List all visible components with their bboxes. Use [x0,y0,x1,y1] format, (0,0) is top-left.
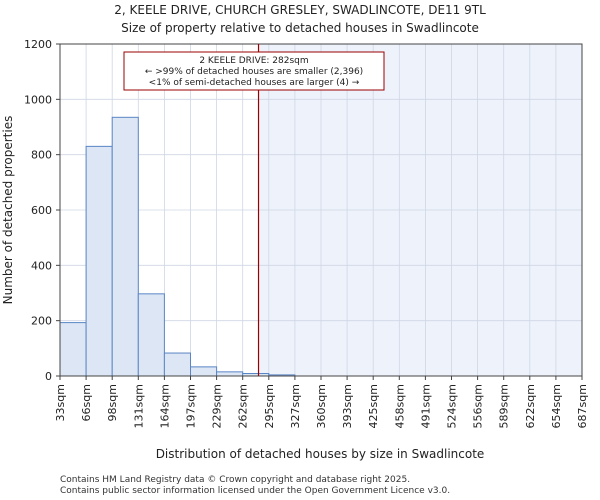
x-tick-label: 524sqm [446,384,459,428]
y-tick-label: 800 [31,149,52,162]
annotation-line: ← >99% of detached houses are smaller (2… [145,67,363,77]
marker-layer: 2 KEELE DRIVE: 282sqm← >99% of detached … [123,44,385,376]
annotation-box [123,51,385,91]
x-tick-label: 491sqm [419,384,432,428]
x-tick-label: 197sqm [185,384,198,428]
y-axis-label: Number of detached properties [1,116,15,305]
chart-title: 2, KEELE DRIVE, CHURCH GRESLEY, SWADLINC… [114,3,486,17]
x-tick-label: 654sqm [550,384,563,428]
y-tick-label: 0 [45,370,52,383]
bar [190,366,218,377]
y-tick-label: 400 [31,259,52,272]
axis-layer: 0 200 400 600 800 1000 1200 33sqm 66sqm 98sqm 131s… [24,38,589,428]
x-tick-label: 66sqm [80,384,93,421]
x-tick-label: 229sqm [211,384,224,428]
footer-line-2: Contains public sector information licen… [60,486,450,496]
x-tick-label: 327sqm [289,384,302,428]
x-tick-label: 393sqm [341,384,354,428]
bar [137,293,165,377]
chart-subtitle: Size of property relative to detached ho… [121,21,479,35]
annotation-line: <1% of semi-detached houses are larger (… [149,78,360,88]
x-tick-label: 33sqm [54,384,67,421]
x-tick-label: 164sqm [158,384,171,428]
x-tick-label: 687sqm [576,384,589,428]
bar [163,352,191,377]
x-tick-label: 131sqm [132,384,145,428]
x-tick-label: 98sqm [106,384,119,421]
x-tick-label: 622sqm [524,384,537,428]
y-tick-label: 1000 [24,93,52,106]
x-axis-label: Distribution of detached houses by size … [156,447,485,461]
x-tick-label: 295sqm [263,384,276,428]
annotation-line: 2 KEELE DRIVE: 282sqm [199,56,308,66]
x-tick-label: 589sqm [498,384,511,428]
bar [111,116,139,377]
bar [59,322,87,377]
x-tick-label: 425sqm [367,384,380,428]
bar [216,371,244,377]
x-tick-label: 360sqm [315,384,328,428]
y-tick-label: 200 [31,315,52,328]
x-tick-label: 262sqm [237,384,250,428]
x-tick-label: 458sqm [393,384,406,428]
y-tick-label: 600 [31,204,52,217]
footer-line-1: Contains HM Land Registry data © Crown c… [60,475,410,485]
bar-layer [59,116,296,377]
x-tick-label: 556sqm [472,384,485,428]
bar [85,145,113,377]
y-tick-label: 1200 [24,38,52,51]
